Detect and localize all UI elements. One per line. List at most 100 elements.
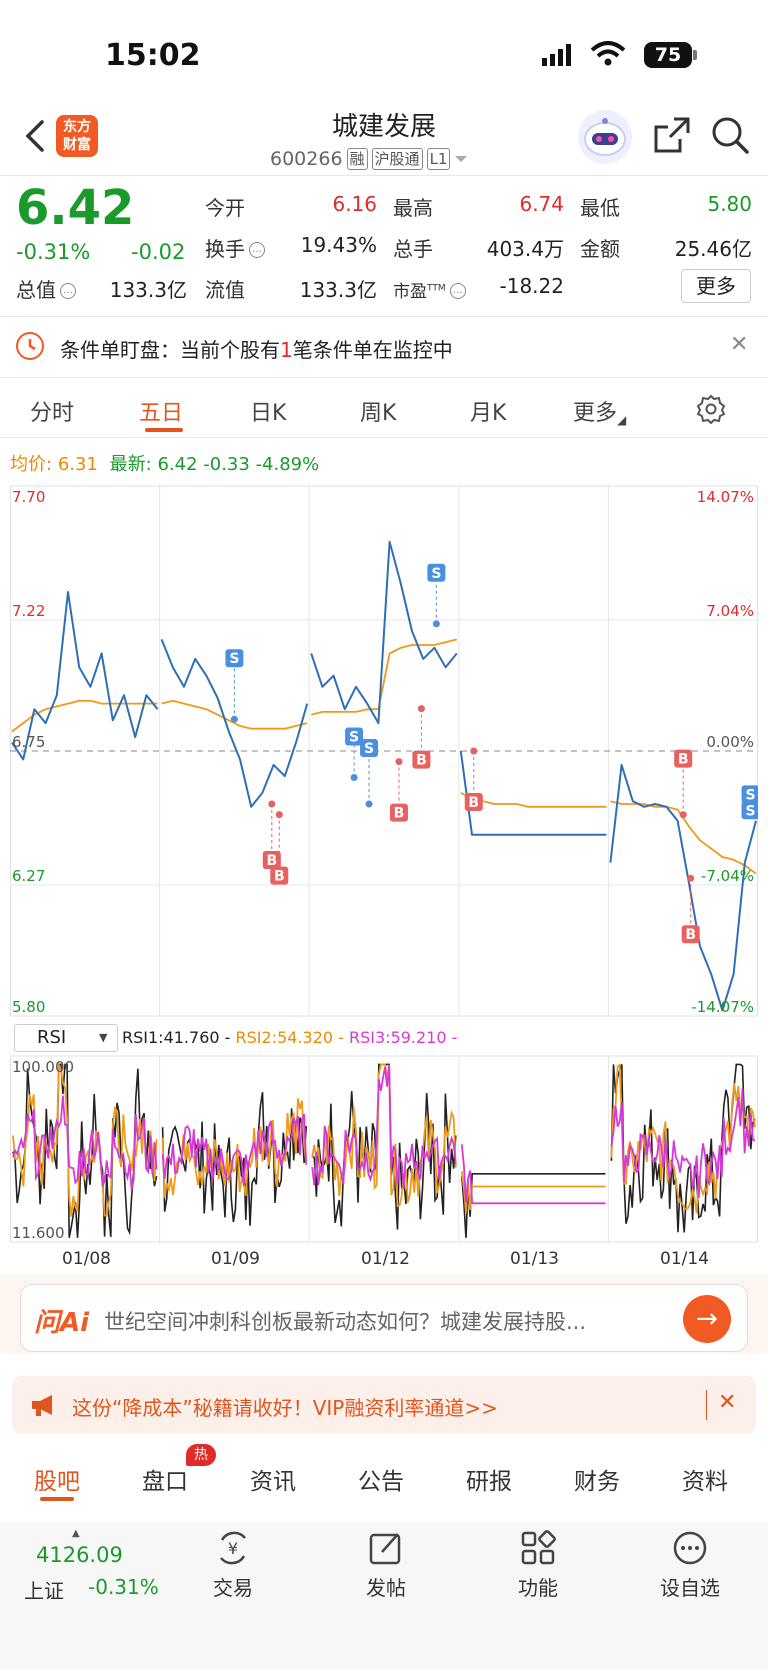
nav-add-watchlist-label: 设自选 (660, 1576, 720, 1600)
volume-label: 总手 (393, 237, 433, 261)
date-label: 01/08 (62, 1249, 111, 1269)
marker-label: B (416, 753, 427, 769)
arrow-right-icon[interactable]: → (683, 1295, 731, 1343)
y-tick-label: 7.22 (12, 602, 45, 620)
robot-icon (584, 118, 626, 156)
turnover-label[interactable]: 换手… (205, 233, 265, 262)
buy-marker (674, 749, 693, 768)
margin-tag: 融 (346, 148, 368, 170)
nav-trade[interactable]: ¥ 交易 (193, 1530, 273, 1601)
pct-tick-label: -14.07% (691, 998, 754, 1016)
pct-tick-label: 14.07% (697, 488, 754, 506)
latest-change-pct: -4.89% (255, 454, 320, 475)
pe-label[interactable]: 市盈TTM… (393, 277, 466, 302)
stock-name[interactable]: 城建发展 (331, 112, 436, 142)
ai-suggestion-text[interactable]: 世纪空间冲刺科创板最新动态如何？城建发展持股... (104, 1310, 587, 1334)
pct-tick-label: 0.00% (706, 733, 754, 751)
marker-label: B (394, 806, 405, 822)
tab-daily-k[interactable]: 日K (250, 401, 287, 426)
tab-monthly-k[interactable]: 月K (470, 401, 507, 426)
price-line (459, 750, 607, 836)
marker-dot (275, 811, 283, 819)
avg-value: 6.31 (57, 454, 98, 475)
hot-badge: 热 (186, 1444, 216, 1466)
ai-question-box[interactable] (20, 1284, 748, 1352)
nav-post[interactable]: 发帖 (346, 1530, 426, 1601)
rsi2-line (311, 1063, 457, 1208)
price-line (310, 540, 458, 725)
rsi3-line (610, 1088, 756, 1198)
promo-banner[interactable] (12, 1376, 756, 1434)
back-icon[interactable] (18, 116, 52, 156)
marker-dot (679, 811, 687, 819)
index-change[interactable]: -0.31% (88, 1575, 159, 1599)
mktcap-label[interactable]: 总值… (16, 274, 76, 303)
indicator-select-value: RSI (37, 1027, 67, 1048)
tab-weekly-k[interactable]: 周K (360, 401, 397, 426)
nav-add-watchlist[interactable]: 设自选 (650, 1530, 730, 1601)
date-label: 01/09 (211, 1249, 260, 1269)
tab-forum[interactable]: 股吧 (34, 1469, 80, 1495)
mktcap-label-text: 总值 (16, 278, 56, 302)
rsi3-line (161, 1113, 308, 1187)
tab-finance[interactable]: 财务 (574, 1469, 620, 1495)
tab-announcements[interactable]: 公告 (358, 1469, 404, 1495)
condition-order-alert[interactable]: 条件单盯盘：当前个股有1笔条件单在监控中 (60, 334, 453, 363)
five-day-price-chart[interactable]: 7.70 7.22 6.75 6.27 5.80 14.07% 7.04% 0.00% -7.0… (10, 482, 758, 1022)
index-value[interactable]: 4126.09 (36, 1543, 123, 1567)
header-divider (0, 175, 768, 176)
info-icon[interactable]: … (60, 283, 76, 299)
share-icon[interactable] (652, 115, 692, 155)
change-amount: -0.02 (131, 240, 186, 264)
marker-label: S (745, 787, 755, 803)
latest-value: 6.42 (157, 454, 198, 475)
amount-value: 25.46亿 (674, 237, 752, 261)
info-icon[interactable]: … (249, 242, 265, 258)
close-icon[interactable]: ✕ (718, 1390, 737, 1415)
assistant-avatar[interactable] (578, 110, 632, 164)
rsi2-value: RSI2:54.320 - (235, 1028, 344, 1047)
sell-marker (345, 727, 364, 746)
rsi2-line (161, 1098, 308, 1198)
tab-five-day[interactable]: 五日 (139, 401, 184, 426)
close-icon[interactable]: ✕ (730, 332, 749, 357)
rsi3-line (311, 1064, 457, 1190)
date-label: 01/13 (510, 1249, 559, 1269)
nav-functions[interactable]: 功能 (498, 1530, 578, 1601)
index-name[interactable]: 上证 (24, 1579, 64, 1603)
marker-label: S (364, 741, 374, 757)
tab-more[interactable]: 更多◢ (573, 395, 626, 427)
gear-icon[interactable] (696, 394, 726, 424)
marker-dot (230, 715, 238, 723)
tab-research[interactable]: 研报 (466, 1469, 512, 1495)
more-quote-button[interactable]: 更多 (681, 269, 751, 303)
pe-value: -18.22 (499, 274, 564, 298)
change-percent: -0.31% (16, 240, 91, 264)
triangle-icon: ◢ (617, 413, 627, 427)
caret-down-icon: ▼ (99, 1031, 108, 1044)
clock-alert-icon (16, 332, 44, 360)
info-icon[interactable]: … (449, 283, 466, 299)
date-label: 01/14 (660, 1249, 709, 1269)
tab-intraday[interactable]: 分时 (30, 401, 75, 426)
stock-code-row[interactable]: 600266 融 沪股通 L1 (270, 146, 510, 172)
marker-dot (687, 874, 695, 882)
tab-news[interactable]: 资讯 (250, 1469, 296, 1495)
date-label: 01/12 (361, 1249, 410, 1269)
rsi-chart[interactable]: 100.000 11.600 (10, 1052, 758, 1248)
indicator-select[interactable]: RSI ▼ (14, 1024, 118, 1052)
amount-label: 金额 (580, 237, 620, 261)
marker-dot (417, 705, 425, 713)
promo-text[interactable]: 这份“降成本”秘籍请收好！VIP融资利率通道>> (72, 1396, 498, 1420)
buy-marker (412, 750, 431, 769)
caret-down-icon[interactable] (454, 154, 468, 164)
caret-up-icon: ▲ (72, 1528, 80, 1539)
tab-profile[interactable]: 资料 (682, 1469, 728, 1495)
rsi-values: RSI1:41.760 - RSI2:54.320 - RSI3:59.210 … (122, 1028, 457, 1047)
marker-label: B (678, 752, 689, 768)
quote-divider (0, 316, 768, 317)
tab-order-book[interactable]: 盘口 (142, 1469, 188, 1495)
price-line (160, 639, 309, 808)
search-icon[interactable] (710, 115, 750, 155)
y-tick-label: 6.75 (12, 733, 45, 751)
